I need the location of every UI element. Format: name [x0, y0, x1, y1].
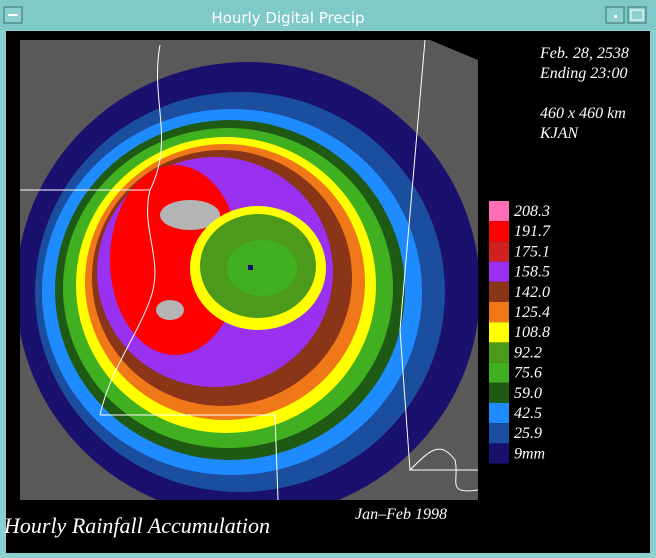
period-label: Jan–Feb 1998	[355, 506, 447, 523]
legend-label: 59.0	[514, 385, 542, 402]
state-border	[100, 414, 279, 500]
legend-swatch	[489, 322, 509, 343]
legend-label: 208.3	[514, 203, 550, 220]
precip-ring	[227, 240, 297, 296]
legend-label: 25.9	[514, 425, 542, 442]
legend-swatch	[489, 443, 509, 464]
ending-label: Ending 23:00	[539, 65, 628, 82]
title-bar[interactable]	[0, 0, 656, 30]
legend-swatch	[489, 241, 509, 262]
station-label: KJAN	[539, 125, 580, 142]
radar-map	[20, 40, 478, 500]
legend-label: 108.8	[514, 324, 550, 341]
window-title: Hourly Digital Precip	[211, 9, 364, 27]
river	[99, 44, 162, 416]
legend-label: 175.1	[514, 243, 550, 260]
legend-swatch	[489, 221, 509, 242]
legend-label: 92.2	[514, 344, 542, 361]
legend-label: 191.7	[514, 223, 551, 240]
legend-swatch	[489, 403, 509, 424]
legend-swatch	[489, 302, 509, 323]
legend-label: 42.5	[514, 405, 542, 422]
legend-swatch	[489, 261, 509, 282]
coastline	[409, 448, 478, 492]
maximize-button[interactable]	[627, 6, 647, 24]
legend-label: 75.6	[514, 365, 542, 382]
radar-site	[248, 265, 253, 270]
legend-swatch	[489, 382, 509, 403]
legend-label: 158.5	[514, 264, 550, 281]
legend: 208.3 191.7 175.1 158.5 142.0 125.4 108.8 92.2 7…	[489, 201, 551, 464]
legend-label: 142.0	[514, 284, 550, 301]
legend-swatch	[489, 342, 509, 363]
legend-swatch	[489, 362, 509, 383]
maximize-icon	[630, 9, 644, 21]
footer-title: Hourly Rainfall Accumulation	[3, 513, 270, 538]
state-border	[399, 40, 478, 471]
legend-swatch	[489, 281, 509, 302]
extent-label: 460 x 460 km	[540, 105, 626, 122]
minimize-icon	[614, 15, 617, 18]
legend-label: 125.4	[514, 304, 550, 321]
legend-swatch	[489, 201, 509, 222]
precip-max	[156, 300, 184, 320]
precip-max	[160, 200, 220, 230]
legend-swatch	[489, 423, 509, 444]
date-label: Feb. 28, 2538	[539, 45, 629, 62]
legend-label: 9mm	[514, 445, 545, 462]
